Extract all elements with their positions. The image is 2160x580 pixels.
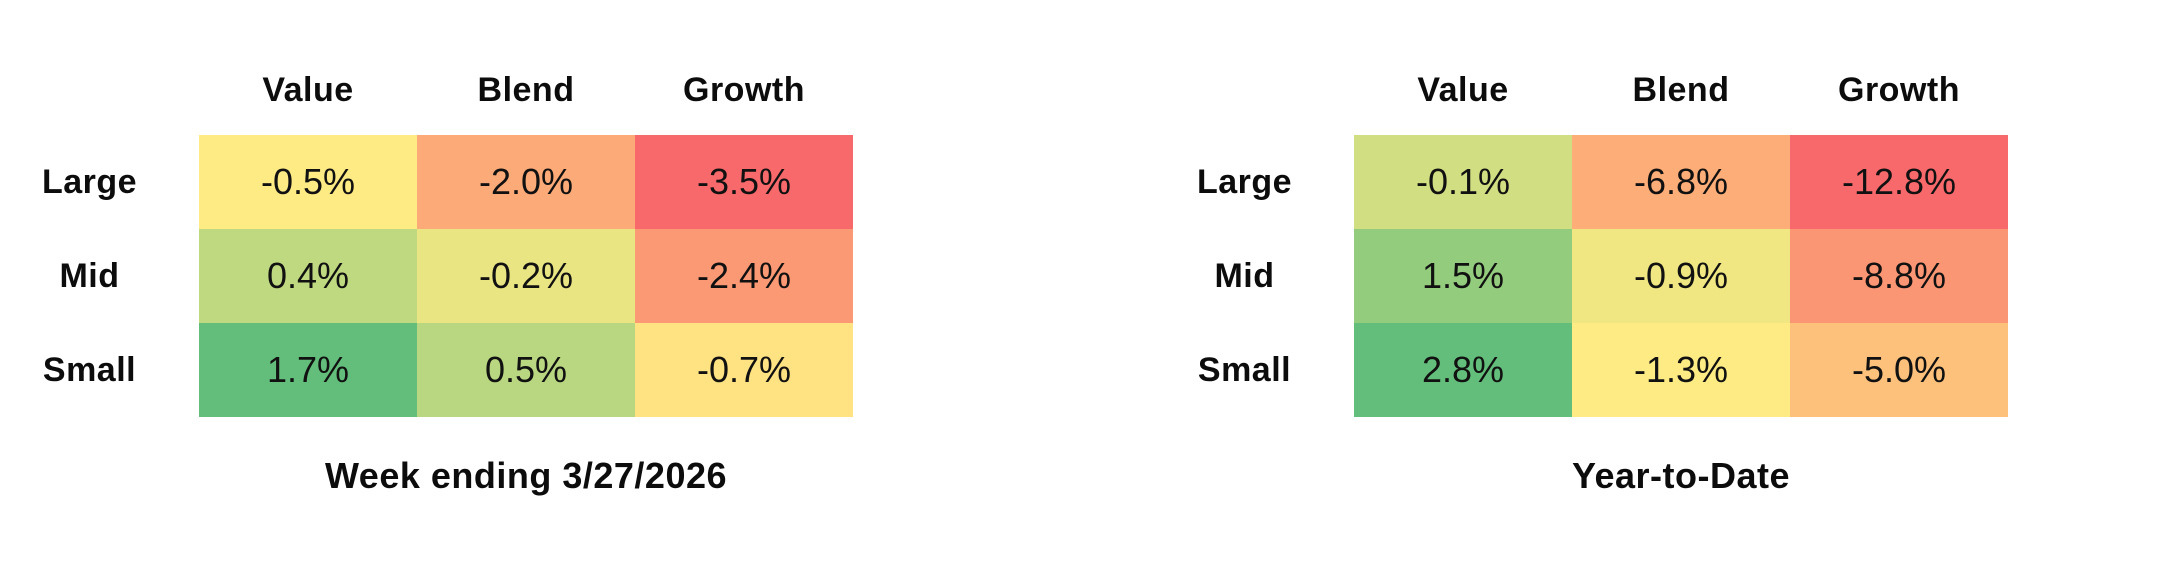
heatmap-cell: -0.7% xyxy=(635,323,853,417)
heatmap-cell: 0.5% xyxy=(417,323,635,417)
heatmap-year-to-date: Value Blend Growth Large -0.1% -6.8% -12.8% Mid… xyxy=(1185,60,2008,497)
heatmap-cell: -0.9% xyxy=(1572,229,1790,323)
row-label-large: Large xyxy=(1196,162,1293,201)
table-caption: Week ending 3/27/2026 xyxy=(324,455,728,496)
corner-cell xyxy=(30,60,199,135)
column-header-growth: Growth xyxy=(1838,71,1960,109)
heatmap-cell: -1.3% xyxy=(1572,323,1790,417)
heatmap-cell: -0.5% xyxy=(199,135,417,229)
heatmap-cell: -2.0% xyxy=(417,135,635,229)
column-header-value: Value xyxy=(262,71,354,109)
heatmap-cell: -12.8% xyxy=(1790,135,2008,229)
heatmap-cell: 1.5% xyxy=(1354,229,1572,323)
row-label-mid: Mid xyxy=(1214,256,1275,295)
row-label-large: Large xyxy=(41,162,138,201)
heatmap-cell: 2.8% xyxy=(1354,323,1572,417)
column-header-blend: Blend xyxy=(1632,71,1730,109)
heatmap-cell: -5.0% xyxy=(1790,323,2008,417)
row-label-mid: Mid xyxy=(59,256,120,295)
heatmap-cell: 0.4% xyxy=(199,229,417,323)
heatmap-cell: -0.1% xyxy=(1354,135,1572,229)
heatmap-grid: Value Blend Growth Large -0.5% -2.0% -3.5% Mid 0… xyxy=(30,60,853,417)
row-label-small: Small xyxy=(42,350,137,389)
column-header-growth: Growth xyxy=(683,71,805,109)
column-header-blend: Blend xyxy=(477,71,575,109)
heatmap-cell: -8.8% xyxy=(1790,229,2008,323)
heatmap-cell: -0.2% xyxy=(417,229,635,323)
heatmap-cell: -3.5% xyxy=(635,135,853,229)
heatmap-cell: -6.8% xyxy=(1572,135,1790,229)
row-label-small: Small xyxy=(1197,350,1292,389)
heatmap-grid: Value Blend Growth Large -0.1% -6.8% -12.8% Mid… xyxy=(1185,60,2008,417)
column-header-value: Value xyxy=(1417,71,1509,109)
heatmap-cell: 1.7% xyxy=(199,323,417,417)
heatmap-week-ending: Value Blend Growth Large -0.5% -2.0% -3.5% Mid 0… xyxy=(30,60,853,497)
heatmap-cell: -2.4% xyxy=(635,229,853,323)
corner-cell xyxy=(1185,60,1354,135)
table-caption: Year-to-Date xyxy=(1571,455,1791,496)
